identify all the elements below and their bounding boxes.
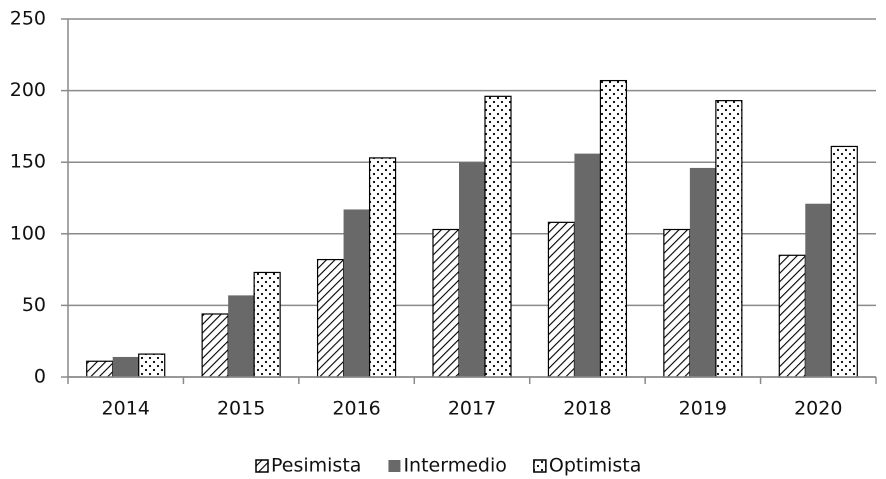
- legend-label: Intermedio: [403, 455, 506, 477]
- y-tick-label: 200: [10, 79, 46, 101]
- bar: [484, 95, 512, 378]
- x-tick-label: 2020: [794, 398, 842, 420]
- y-tick-label: 50: [22, 294, 46, 316]
- legend-swatch: [255, 459, 269, 473]
- bar: [689, 167, 716, 377]
- bar: [86, 360, 114, 378]
- legend-label: Pesimista: [271, 455, 361, 477]
- legend-swatch: [533, 459, 547, 473]
- bar: [138, 353, 166, 378]
- bar: [112, 356, 139, 377]
- bar: [547, 221, 576, 378]
- bar: [201, 313, 229, 378]
- bar: [459, 162, 485, 377]
- bar: [228, 295, 255, 377]
- y-tick-label: 150: [10, 151, 46, 173]
- x-tick-label: 2018: [563, 398, 611, 420]
- bar: [316, 258, 345, 378]
- bar: [343, 209, 370, 377]
- bar: [368, 157, 397, 378]
- bar: [663, 228, 691, 378]
- bar: [830, 145, 858, 378]
- y-tick-label: 0: [34, 366, 46, 388]
- bar: [432, 228, 460, 378]
- y-tick-label: 100: [10, 222, 46, 244]
- x-tick-label: 2015: [217, 398, 265, 420]
- x-tick-label: 2014: [102, 398, 150, 420]
- bar: [253, 271, 281, 378]
- legend-label: Optimista: [549, 455, 642, 477]
- bar: [715, 100, 743, 378]
- x-tick-label: 2019: [679, 398, 727, 420]
- x-tick-label: 2016: [332, 398, 380, 420]
- bar: [599, 79, 628, 378]
- x-tick-label: 2017: [448, 398, 496, 420]
- y-tick-label: 250: [10, 8, 46, 30]
- bar: [574, 153, 601, 377]
- bar: [805, 203, 832, 377]
- legend-swatch: [388, 460, 401, 472]
- bar: [778, 254, 806, 378]
